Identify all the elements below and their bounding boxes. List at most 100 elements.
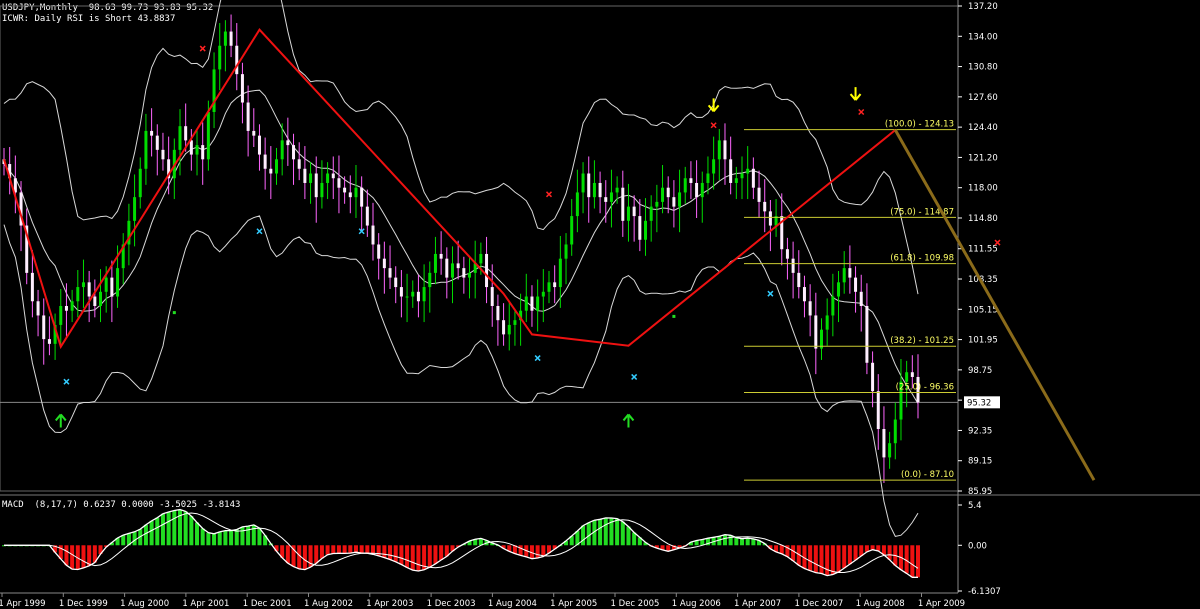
macd-bar xyxy=(512,545,517,554)
candle-body xyxy=(524,296,528,311)
macd-bar xyxy=(336,545,341,554)
macd-bar xyxy=(109,542,114,546)
macd-bar xyxy=(240,526,245,546)
macd-bar xyxy=(58,545,63,560)
price-tick-label: 85.95 xyxy=(968,487,992,497)
candle-body xyxy=(235,45,239,75)
macd-bar xyxy=(643,542,648,546)
macd-bar xyxy=(768,545,773,549)
macd-bar xyxy=(904,545,909,574)
macd-bar xyxy=(717,536,722,546)
candle-body xyxy=(292,145,296,160)
candle-body xyxy=(780,216,784,250)
macd-bar xyxy=(365,545,370,554)
macd-bar xyxy=(887,545,892,560)
macd-bar xyxy=(615,518,620,546)
candle-body xyxy=(661,187,665,202)
candle-body xyxy=(854,277,858,292)
macd-bar xyxy=(212,533,217,546)
candle-body xyxy=(64,305,68,311)
macd-bar xyxy=(444,545,449,557)
macd-bar xyxy=(722,534,727,546)
candle-body xyxy=(768,211,772,226)
candle-body xyxy=(473,263,477,273)
macd-bar xyxy=(535,545,540,558)
candle-body xyxy=(150,130,154,136)
macd-bar xyxy=(677,545,682,549)
candle-body xyxy=(314,173,318,198)
candle-body xyxy=(70,301,74,311)
candle-body xyxy=(808,301,812,316)
green-dot-marker xyxy=(172,311,176,315)
candle-body xyxy=(138,168,142,198)
candle-body xyxy=(678,192,682,207)
candle-body xyxy=(25,225,29,273)
fractal-up-arrow xyxy=(55,413,67,428)
macd-bar xyxy=(490,542,495,546)
candle-body xyxy=(428,272,432,288)
candle-body xyxy=(632,206,636,217)
candle-body xyxy=(729,159,733,183)
candle-body xyxy=(223,31,227,46)
date-label: 1 Aug 2006 xyxy=(672,599,721,609)
macd-bar xyxy=(450,545,455,552)
candle-body xyxy=(848,268,852,278)
candle-body xyxy=(479,253,483,264)
macd-bar xyxy=(745,538,750,546)
red-signal-marker xyxy=(858,108,865,116)
candle-body xyxy=(740,173,744,179)
macd-bar xyxy=(359,545,364,554)
candle-body xyxy=(189,140,193,155)
indicator-header: ICWR: Daily RSI is Short 43.8837 xyxy=(2,14,176,24)
candle-body xyxy=(42,315,46,340)
macd-bar xyxy=(637,537,642,546)
macd-bar xyxy=(785,545,790,557)
price-tick-label: 130.80 xyxy=(968,63,998,73)
candle-body xyxy=(110,277,114,297)
macd-bar xyxy=(518,545,523,556)
candle-body xyxy=(411,291,415,297)
macd-signal-line xyxy=(4,512,919,573)
candle-body xyxy=(405,296,409,298)
macd-bar xyxy=(64,545,69,566)
macd-bar xyxy=(115,537,120,546)
candle-body xyxy=(155,135,159,150)
bollinger-lower-band xyxy=(3,215,919,537)
date-label: 1 Apr 2005 xyxy=(550,599,597,609)
candle-body xyxy=(598,182,602,198)
candle-body xyxy=(621,187,625,221)
fib-level-label: (75.0) - 114.87 xyxy=(890,207,954,217)
candle-body xyxy=(388,268,392,278)
price-tick-label: 92.35 xyxy=(968,426,992,436)
macd-bar xyxy=(121,535,126,546)
candle-body xyxy=(882,429,886,458)
price-pane-frame xyxy=(0,5,959,492)
macd-bar xyxy=(864,545,869,552)
macd-bar xyxy=(575,531,580,546)
candle-body xyxy=(916,376,920,403)
candle-body xyxy=(337,178,341,188)
candle-body xyxy=(774,216,778,226)
candle-body xyxy=(371,225,375,245)
macd-bar xyxy=(626,526,631,546)
price-tick-label: 137.20 xyxy=(968,2,998,12)
fib-level-label: (61.8) - 109.98 xyxy=(890,254,954,264)
candle-body xyxy=(871,362,875,392)
macd-bar xyxy=(280,545,285,558)
macd-bar xyxy=(853,545,858,561)
candle-body xyxy=(604,197,608,202)
macd-bar xyxy=(104,545,109,548)
red-signal-marker xyxy=(994,239,1001,246)
macd-bar xyxy=(251,524,256,546)
macd-bar xyxy=(671,545,676,550)
candle-body xyxy=(297,159,301,169)
macd-bar xyxy=(53,545,58,553)
macd-tick-label: 0.00 xyxy=(968,541,987,551)
candle-body xyxy=(394,277,398,288)
macd-bar xyxy=(75,545,80,570)
macd-bar xyxy=(70,545,75,570)
macd-bar xyxy=(342,545,347,554)
candle-body xyxy=(445,258,449,278)
macd-bar xyxy=(813,545,818,573)
